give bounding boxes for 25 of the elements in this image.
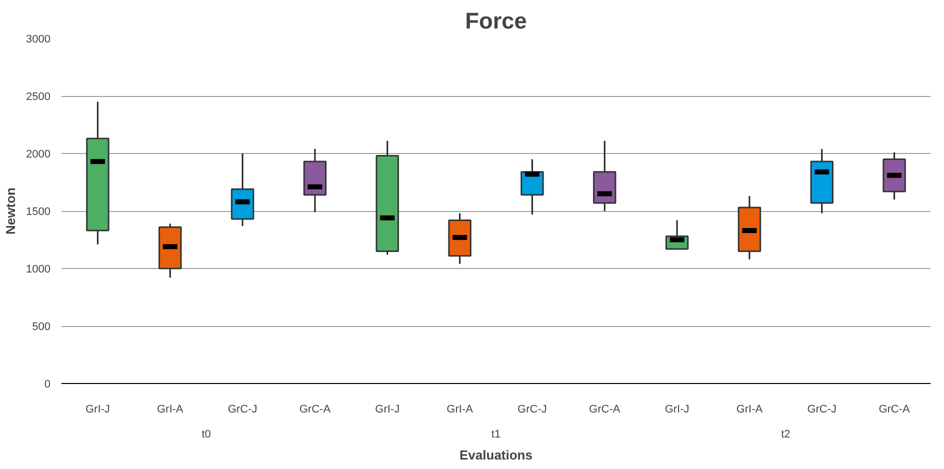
x-tick-label: GrC-A: [299, 404, 332, 416]
y-tick-label: 1500: [26, 206, 51, 218]
x-tick-label: GrC-J: [807, 404, 837, 416]
text: t0: [202, 428, 211, 440]
x-tick-label: GrI-A: [446, 404, 474, 416]
text: t2: [781, 428, 790, 440]
y-tick-label: 0: [44, 378, 51, 390]
y-tick-label: 1000: [26, 264, 51, 276]
y-tick-label: 3000: [26, 34, 51, 46]
y-tick-label: 2000: [26, 148, 51, 160]
x-tick-label: GrC-A: [589, 404, 621, 416]
chart-title: Force: [465, 8, 527, 34]
y-tick-label: 2500: [26, 91, 51, 103]
x-tick-label: GrC-J: [518, 404, 547, 416]
y-axis-title: Newton: [3, 187, 18, 234]
text: t1: [491, 428, 501, 440]
x-axis-title: Evaluations: [460, 448, 532, 462]
y-tick-label: 500: [32, 321, 51, 333]
x-tick-label: GrC-A: [878, 404, 911, 416]
x-tick-label: GrI-J: [375, 404, 400, 416]
x-tick-label: GrI-A: [736, 404, 764, 416]
x-tick-label: GrI-J: [664, 404, 690, 416]
x-tick-label: GrI-A: [156, 404, 184, 416]
x-tick-label: GrC-J: [228, 404, 258, 416]
x-tick-label: GrI-J: [85, 404, 110, 416]
